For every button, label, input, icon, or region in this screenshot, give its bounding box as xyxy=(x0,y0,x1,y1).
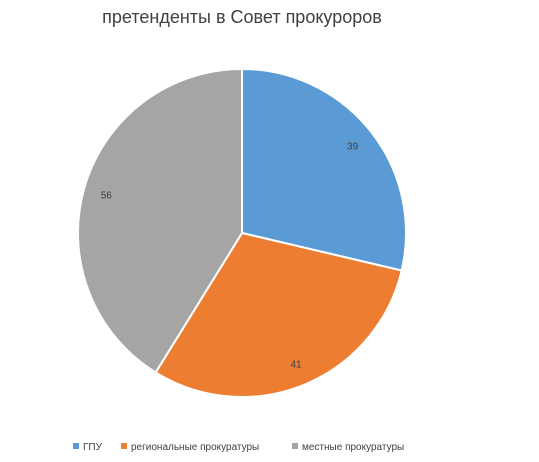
chart-title: претенденты в Совет прокуроров xyxy=(102,7,382,27)
legend-swatch xyxy=(292,443,298,449)
pie-slice xyxy=(77,67,243,374)
chart-legend: ГПУ региональные прокуратуры местные проку… xyxy=(73,442,404,453)
legend-swatch xyxy=(73,443,79,449)
legend-label: ГПУ xyxy=(83,442,103,453)
pie-data-labels: 39 41 56 xyxy=(101,141,359,370)
pie-slice xyxy=(241,67,407,272)
pie-slices xyxy=(77,67,407,398)
data-label: 39 xyxy=(347,141,359,152)
legend-label: региональные прокуратуры xyxy=(131,442,259,453)
data-label: 41 xyxy=(290,359,302,370)
legend-label: местные прокуратуры xyxy=(302,442,404,453)
data-label: 56 xyxy=(101,190,113,201)
legend-swatch xyxy=(121,443,127,449)
